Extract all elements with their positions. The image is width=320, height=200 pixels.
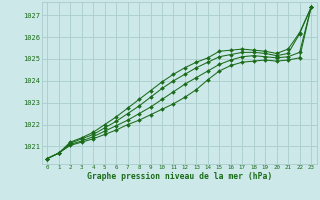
X-axis label: Graphe pression niveau de la mer (hPa): Graphe pression niveau de la mer (hPa): [87, 172, 272, 181]
